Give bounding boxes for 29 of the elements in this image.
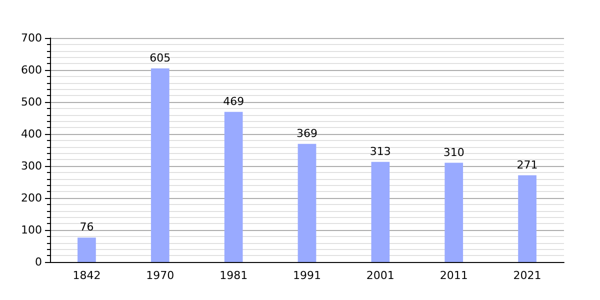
bar	[371, 162, 390, 262]
data-label: 369	[296, 126, 318, 140]
y-tick-label: 0	[35, 256, 42, 268]
x-tick-label: 2011	[440, 269, 468, 282]
data-label: 469	[223, 94, 244, 108]
bar	[444, 162, 464, 262]
x-tick-label: 1991	[293, 269, 321, 282]
y-tick-label: 100	[21, 224, 42, 236]
y-tick-label: 700	[21, 32, 42, 44]
x-tick-label: 1970	[146, 269, 174, 282]
data-label: 310	[443, 146, 464, 159]
bar	[78, 238, 96, 262]
y-tick-label: 200	[21, 192, 42, 204]
bar	[298, 144, 316, 262]
y-tick-label: 600	[21, 64, 42, 76]
y-tick-label: 300	[21, 160, 42, 172]
x-tick-label: 2001	[366, 269, 394, 282]
x-tick-label: 1842	[72, 269, 101, 282]
bar	[224, 112, 243, 262]
y-tick-label: 400	[21, 128, 42, 140]
y-tick-label: 500	[21, 96, 42, 108]
data-label: 271	[516, 158, 538, 172]
data-label: 313	[370, 144, 391, 158]
x-tick-label: 1981	[220, 269, 248, 282]
x-tick-label: 2021	[513, 269, 542, 282]
bar	[150, 68, 170, 262]
data-label: 76	[80, 220, 94, 234]
data-label: 605	[150, 51, 171, 64]
bar	[518, 175, 536, 262]
